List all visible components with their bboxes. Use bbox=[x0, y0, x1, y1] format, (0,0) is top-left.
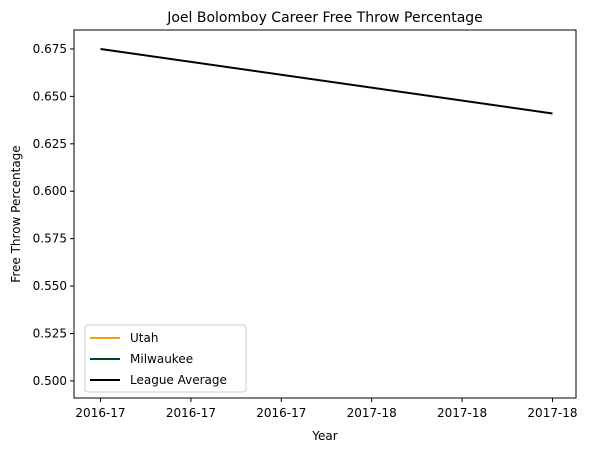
y-tick-label: 0.625 bbox=[33, 137, 67, 151]
legend: Utah Milwaukee League Average bbox=[84, 324, 247, 393]
legend-label: Utah bbox=[130, 331, 158, 345]
x-tick-label: 2016-17 bbox=[256, 406, 306, 420]
y-tick-label: 0.575 bbox=[33, 232, 67, 246]
y-tick-label: 0.675 bbox=[33, 42, 67, 56]
x-tick-label: 2017-18 bbox=[437, 406, 487, 420]
x-tick-label: 2016-17 bbox=[166, 406, 216, 420]
y-tick-label: 0.500 bbox=[33, 374, 67, 388]
y-tick-label: 0.550 bbox=[33, 279, 67, 293]
series-line-league-average bbox=[100, 47, 553, 115]
x-tick-label: 2017-18 bbox=[347, 406, 397, 420]
y-tick-label: 0.650 bbox=[33, 89, 67, 103]
x-tick-label: 2017-18 bbox=[527, 406, 577, 420]
x-axis-label: Year bbox=[311, 429, 337, 443]
y-axis-label: Free Throw Percentage bbox=[9, 145, 23, 282]
legend-label: League Average bbox=[130, 373, 227, 387]
x-axis-ticks: 2016-17 2016-17 2016-17 2017-18 2017-18 2017-… bbox=[75, 398, 578, 420]
y-tick-label: 0.600 bbox=[33, 184, 67, 198]
legend-box bbox=[84, 324, 247, 393]
chart-title: Joel Bolomboy Career Free Throw Percenta… bbox=[166, 10, 483, 26]
y-axis-ticks: 0.500 0.525 0.550 0.575 0.600 0.625 0.650 0.675 bbox=[33, 42, 74, 388]
series-lines bbox=[100, 47, 553, 115]
legend-label: Milwaukee bbox=[130, 352, 193, 366]
y-tick-label: 0.525 bbox=[33, 327, 67, 341]
x-tick-label: 2016-17 bbox=[75, 406, 125, 420]
